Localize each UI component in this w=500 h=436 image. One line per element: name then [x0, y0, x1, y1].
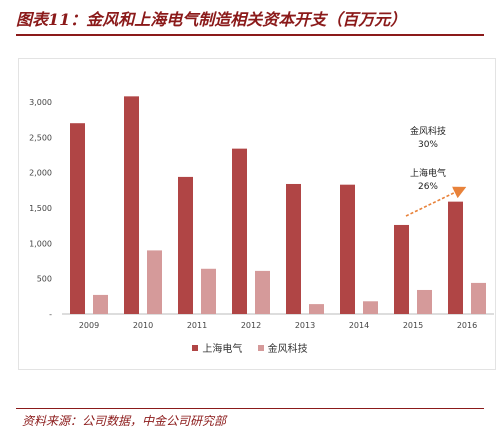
bar-series-1-2013	[286, 183, 301, 314]
bar-series-1-2009	[70, 123, 85, 314]
y-tick-label: 500	[37, 275, 52, 284]
legend-label-series-2: 金风科技	[267, 344, 308, 355]
source-divider	[16, 408, 484, 409]
bar-series-1-2016	[448, 201, 463, 314]
y-tick-label: 2,000	[29, 169, 52, 178]
chart-title: 图表11：金风和上海电气制造相关资本开支（百万元）	[16, 10, 407, 29]
trend-arrow	[405, 186, 467, 217]
x-tick-label: 2016	[457, 321, 477, 330]
bar-series-1-2012	[232, 148, 247, 314]
x-tick-label: 2015	[403, 321, 423, 330]
y-tick-label: -	[49, 310, 52, 319]
source-note: 资料来源：公司数据，中金公司研究部	[22, 414, 227, 428]
x-tick-label: 2009	[79, 321, 99, 330]
bar-series-2-2015	[417, 289, 432, 314]
annotation-value: 30%	[418, 140, 438, 150]
bar-series-2-2016	[471, 282, 486, 314]
legend-swatch-series-2	[257, 344, 264, 351]
bar-series-2-2013	[309, 304, 324, 314]
annotation-name: 金风科技	[410, 125, 446, 137]
bar-series-1-2010	[124, 96, 139, 314]
bar-series-2-2014	[363, 301, 378, 314]
bar-series-1-2014	[340, 184, 355, 314]
y-tick-label: 1,500	[29, 204, 52, 213]
legend-item-series-2: 金风科技	[257, 340, 308, 355]
legend: 上海电气 金风科技	[0, 340, 500, 355]
y-tick-label: 1,000	[29, 239, 52, 248]
x-tick-label: 2011	[187, 321, 207, 330]
bar-series-2-2011	[201, 268, 216, 314]
legend-item-series-1: 上海电气	[192, 340, 242, 355]
title-divider	[16, 34, 484, 36]
x-tick-label: 2012	[241, 321, 261, 330]
bar-series-2-2010	[147, 250, 162, 314]
bar-series-1-2011	[178, 176, 193, 314]
bar-series-1-2015	[394, 224, 409, 314]
x-tick-label: 2010	[133, 321, 153, 330]
legend-label-series-1: 上海电气	[202, 344, 243, 355]
annotation-name: 上海电气	[410, 167, 446, 179]
bar-series-2-2012	[255, 270, 270, 314]
chart-frame	[18, 58, 496, 370]
legend-swatch-series-1	[192, 344, 199, 351]
y-tick-label: 3,000	[29, 98, 52, 107]
x-tick-label: 2014	[349, 321, 369, 330]
annotation-value: 26%	[418, 182, 438, 192]
x-tick-label: 2013	[295, 321, 315, 330]
y-tick-label: 2,500	[29, 133, 52, 142]
bar-series-2-2009	[93, 294, 108, 314]
